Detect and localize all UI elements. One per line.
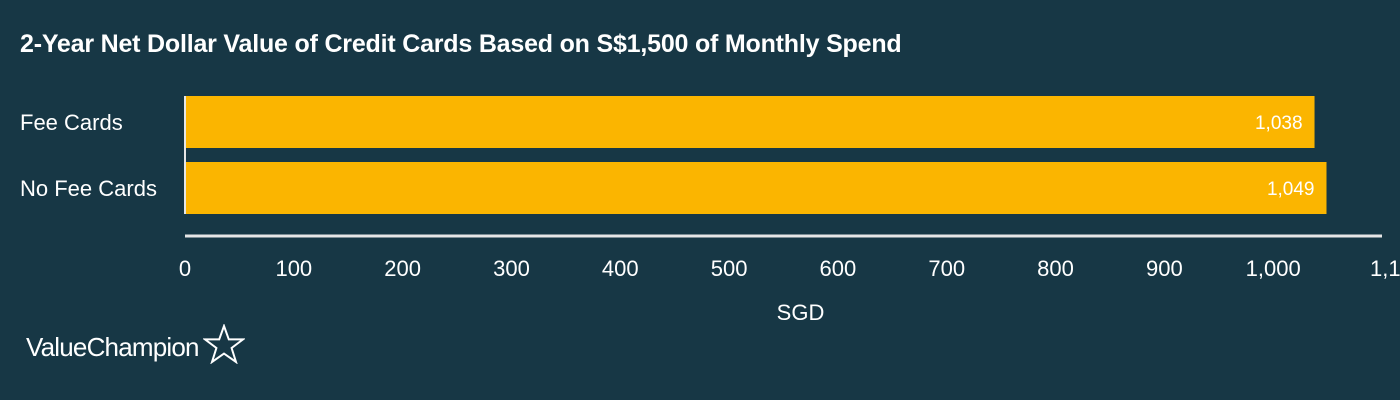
x-tick-label: 400: [602, 256, 639, 281]
data-label: 1,038: [1255, 113, 1303, 134]
bar: [185, 96, 1315, 148]
x-tick-label: 1,100: [1370, 256, 1400, 281]
bar: [185, 162, 1327, 214]
brand-name: ValueChampion: [26, 331, 199, 362]
data-label: 1,049: [1267, 179, 1315, 200]
x-tick-label: 600: [820, 256, 857, 281]
star-outline-icon: [202, 324, 245, 364]
x-tick-label: 200: [384, 256, 421, 281]
x-tick-label: 500: [711, 256, 748, 281]
x-tick-label: 900: [1146, 256, 1183, 281]
x-tick-label: 800: [1037, 256, 1074, 281]
x-tick-label: 700: [928, 256, 965, 281]
x-tick-label: 0: [179, 256, 191, 281]
brand-logo: ValueChampion: [26, 324, 245, 364]
x-tick-label: 1,000: [1246, 256, 1301, 281]
category-label: No Fee Cards: [20, 176, 157, 201]
chart-title: 2-Year Net Dollar Value of Credit Cards …: [20, 30, 902, 58]
x-axis-title: SGD: [777, 300, 825, 325]
x-tick-label: 100: [275, 256, 312, 281]
x-tick-label: 300: [493, 256, 530, 281]
category-label: Fee Cards: [20, 110, 123, 135]
